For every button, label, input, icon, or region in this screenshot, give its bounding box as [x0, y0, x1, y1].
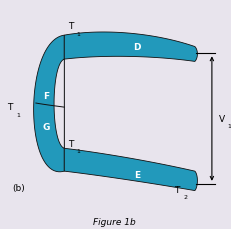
Text: V: V [218, 114, 224, 123]
Text: G: G [42, 123, 50, 131]
Text: 1: 1 [76, 149, 80, 154]
Text: 1: 1 [226, 123, 230, 128]
Text: Figure 1b: Figure 1b [92, 217, 135, 226]
Text: T: T [174, 185, 179, 194]
Polygon shape [64, 149, 197, 191]
Text: 2: 2 [182, 194, 186, 199]
Text: 1: 1 [16, 112, 20, 117]
Text: 1: 1 [76, 32, 80, 36]
Text: F: F [43, 92, 49, 101]
Text: D: D [133, 43, 140, 52]
Polygon shape [64, 33, 197, 62]
Polygon shape [54, 60, 64, 149]
Text: T: T [67, 22, 73, 31]
Polygon shape [33, 36, 64, 172]
Text: (b): (b) [12, 183, 25, 192]
Text: T: T [67, 139, 73, 148]
Text: E: E [133, 170, 140, 179]
Text: T: T [7, 103, 13, 112]
